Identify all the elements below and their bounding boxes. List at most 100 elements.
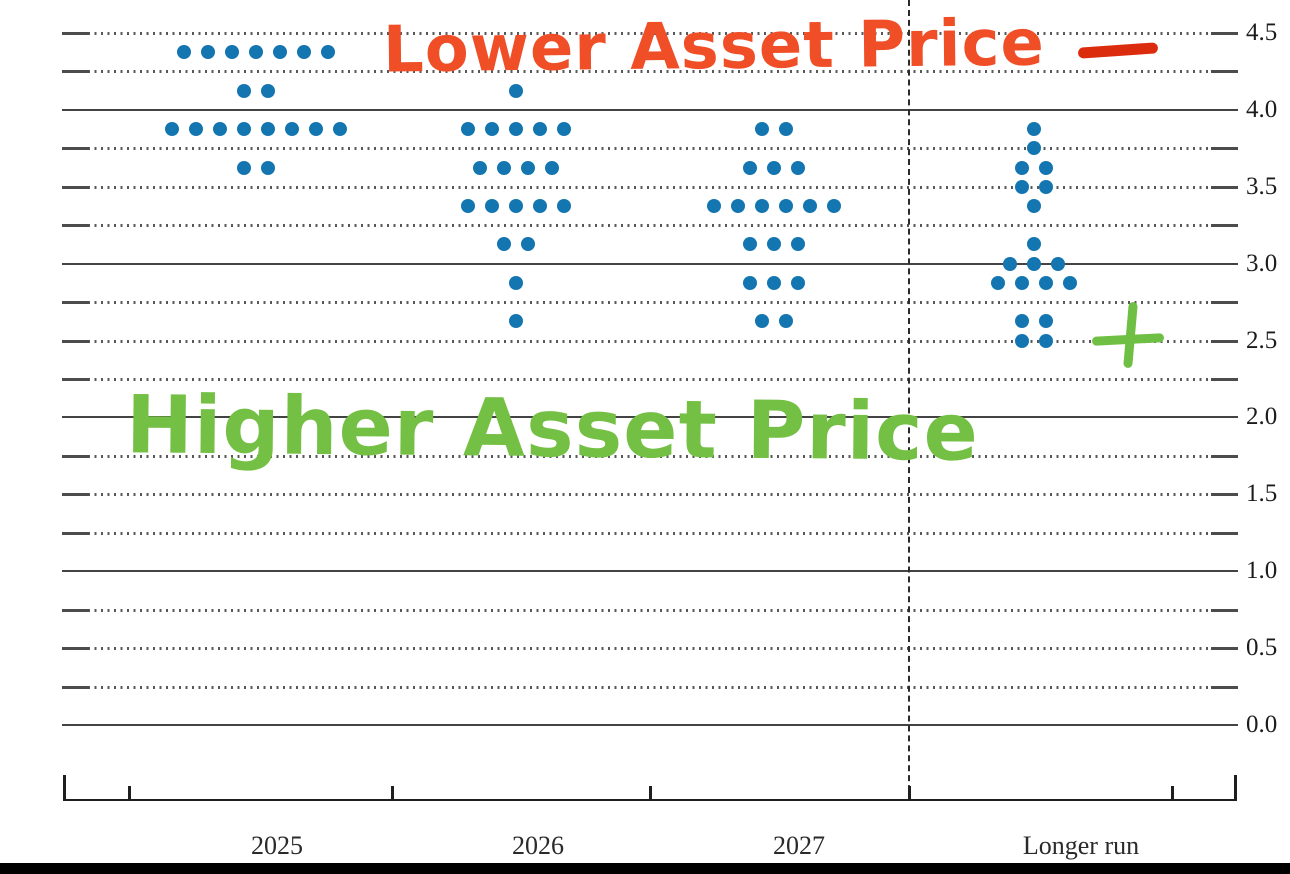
projection-dot (803, 198, 817, 213)
projection-dot (1015, 333, 1029, 348)
projection-dot (1039, 275, 1053, 290)
y-tick-label: 4.5 (1246, 18, 1278, 46)
x-category-label: 2026 (512, 831, 564, 860)
projection-dot (779, 314, 793, 329)
projection-dot (261, 160, 275, 175)
gridline-end-dash (62, 647, 89, 651)
x-category-label: Longer run (1022, 831, 1140, 860)
projection-dot (497, 160, 511, 175)
projection-dot (827, 198, 841, 213)
projection-dot (497, 237, 511, 252)
x-axis-tick (128, 786, 131, 801)
projection-dot (509, 122, 523, 137)
projection-dot (557, 198, 571, 213)
projection-dot (557, 122, 571, 137)
projection-dot (225, 45, 239, 60)
projection-dot (201, 45, 215, 60)
projection-dot (767, 275, 781, 290)
gridline-end-dash (1211, 339, 1238, 343)
projection-dot (1015, 160, 1029, 175)
y-tick-label: 0.0 (1246, 711, 1278, 738)
projection-dot (473, 160, 487, 175)
projection-dot (1015, 314, 1029, 329)
gridline-end-dash (1211, 647, 1238, 651)
projection-dot (743, 160, 757, 175)
gridline-end-dash (62, 339, 89, 343)
gridline-end-dash (1211, 377, 1238, 381)
gridline-dotted (62, 493, 1238, 497)
projection-dot (509, 275, 523, 290)
projection-dot (521, 237, 535, 252)
y-tick-label: 2.0 (1246, 403, 1278, 431)
gridline-dotted (62, 454, 1238, 458)
gridline-end-dash (62, 224, 89, 228)
x-category-label: 2027 (773, 831, 825, 860)
gridline-end-dash (1211, 531, 1238, 535)
projection-dot (533, 198, 547, 213)
gridline-dotted (62, 608, 1238, 612)
annotation-minus-sign-icon (1077, 42, 1159, 59)
gridline-end-dash (1211, 608, 1238, 612)
gridline-dotted (62, 31, 1238, 35)
projection-dot (285, 122, 299, 137)
gridline-end-dash (62, 301, 89, 305)
projection-dot (249, 45, 263, 60)
gridline-end-dash (1211, 185, 1238, 189)
gridline-end-dash (62, 185, 89, 189)
projection-dot (237, 83, 251, 98)
projection-dot (1039, 160, 1053, 175)
projection-dot (261, 122, 275, 137)
gridline-dotted (62, 185, 1238, 189)
projection-dot (1015, 275, 1029, 290)
gridline-dotted (62, 301, 1238, 305)
gridline-solid (62, 416, 1238, 419)
projection-dot (273, 45, 287, 60)
gridline-dotted (62, 70, 1238, 74)
y-tick-label: 0.5 (1246, 634, 1278, 662)
projection-dot (1039, 179, 1053, 194)
x-axis-tick (908, 786, 911, 801)
projection-dot (533, 122, 547, 137)
x-axis-tick (63, 775, 66, 801)
gridline-end-dash (62, 608, 89, 612)
gridline-end-dash (62, 70, 89, 74)
gridline-end-dash (62, 31, 89, 35)
x-category-label: 2025 (251, 831, 303, 860)
projection-dot (1003, 256, 1017, 271)
gridline-solid (62, 570, 1238, 573)
y-tick-label: 2.5 (1246, 326, 1278, 354)
projection-dot (521, 160, 535, 175)
projection-dot (237, 122, 251, 137)
gridline-end-dash (1211, 685, 1238, 689)
gridline-end-dash (62, 454, 89, 458)
annotation-higher-asset-price: Higher Asset Price (125, 378, 980, 479)
gridline-end-dash (1211, 454, 1238, 458)
projection-dot (509, 83, 523, 98)
gridline-end-dash (1211, 70, 1238, 74)
annotation-plus-sign-icon (1091, 301, 1168, 374)
projection-dot (707, 198, 721, 213)
projection-dot (1027, 256, 1041, 271)
gridline-solid (62, 108, 1238, 111)
projection-dot (1063, 275, 1077, 290)
gridline-dotted (62, 531, 1238, 535)
projection-dot (779, 198, 793, 213)
gridline-dotted (62, 224, 1238, 228)
gridline-end-dash (1211, 301, 1238, 305)
projection-dot (485, 198, 499, 213)
projection-dot (165, 122, 179, 137)
projection-dot (779, 122, 793, 137)
projection-dot (237, 160, 251, 175)
gridline-end-dash (1211, 147, 1238, 151)
projection-dot (1027, 198, 1041, 213)
gridline-end-dash (62, 531, 89, 535)
gridline-solid (62, 262, 1238, 265)
projection-dot (1027, 122, 1041, 137)
x-axis-tick (1171, 786, 1174, 801)
projection-dot (755, 122, 769, 137)
projection-dot (461, 198, 475, 213)
projection-dot (509, 198, 523, 213)
projection-dot (213, 122, 227, 137)
gridline-end-dash (1211, 493, 1238, 497)
projection-dot (261, 83, 275, 98)
